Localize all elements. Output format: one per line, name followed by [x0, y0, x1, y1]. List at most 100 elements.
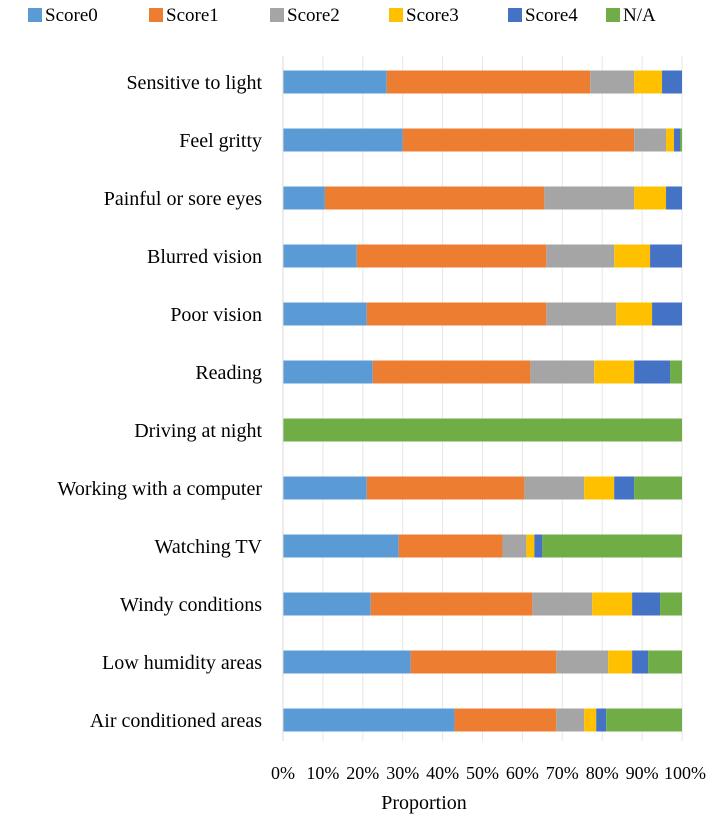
- x-tick-label: 10%: [306, 763, 339, 783]
- legend-label-score0: Score0: [45, 5, 98, 26]
- bar-segment-score2: [530, 360, 595, 384]
- legend-swatch-score1: [149, 8, 163, 22]
- category-label: Sensitive to light: [126, 72, 262, 94]
- category-labels: Sensitive to light Feel gritty Painful or …: [58, 72, 263, 732]
- bar-segment-score2: [546, 244, 615, 268]
- bar-segment-score0: [283, 592, 371, 616]
- bar-segment-score2: [532, 592, 593, 616]
- x-axis-title: Proportion: [381, 792, 467, 814]
- legend-swatch-score2: [270, 8, 284, 22]
- bar-segment-score2: [634, 128, 667, 152]
- legend-label-score1: Score1: [166, 5, 219, 26]
- bar-segment-score3: [584, 708, 597, 732]
- legend-swatch-na: [606, 8, 620, 22]
- category-label: Windy conditions: [120, 594, 262, 616]
- category-label: Blurred vision: [147, 246, 262, 268]
- x-tick-label: 50%: [466, 763, 499, 783]
- legend: Score0 Score1 Score2 Score3 Score4 N/A: [28, 5, 656, 26]
- x-tick-label: 90%: [626, 763, 659, 783]
- bar-segment-score4: [634, 360, 671, 384]
- bar-segment-na: [670, 360, 682, 384]
- x-tick-label: 60%: [506, 763, 539, 783]
- category-label: Low humidity areas: [102, 652, 262, 674]
- category-label: Watching TV: [155, 536, 263, 558]
- bar-segment-score2: [502, 534, 527, 558]
- bar-segment-score4: [674, 128, 681, 152]
- bar-segment-score4: [650, 244, 682, 268]
- bar-segment-score1: [410, 650, 557, 674]
- bar-segment-score1: [356, 244, 547, 268]
- bar-segment-score4: [632, 650, 649, 674]
- bar-segment-score1: [366, 302, 547, 326]
- bar-segment-score0: [283, 128, 403, 152]
- bar-segment-score1: [324, 186, 545, 210]
- bar-segment-score4: [662, 70, 682, 94]
- gridlines: [322, 56, 683, 741]
- bar-segment-score3: [594, 360, 635, 384]
- bar-segment-score3: [614, 244, 651, 268]
- bar-segment-score3: [634, 70, 663, 94]
- x-tick-label: 40%: [426, 763, 459, 783]
- bar-segment-score0: [283, 186, 325, 210]
- bar-segment-na: [660, 592, 682, 616]
- legend-swatch-score0: [28, 8, 42, 22]
- bar-segment-score0: [283, 650, 411, 674]
- bar-segment-score1: [370, 592, 533, 616]
- legend-swatch-score3: [389, 8, 403, 22]
- bar-segment-score3: [592, 592, 633, 616]
- bar-segment-score1: [402, 128, 635, 152]
- category-label: Poor vision: [170, 304, 262, 326]
- bar-segment-score4: [666, 186, 682, 210]
- bar-segment-na: [648, 650, 682, 674]
- bar-segment-score4: [596, 708, 607, 732]
- bar-segment-na: [283, 418, 682, 442]
- legend-label-score4: Score4: [525, 5, 578, 26]
- category-label: Painful or sore eyes: [104, 188, 263, 210]
- bar-segment-score1: [454, 708, 557, 732]
- legend-label-score2: Score2: [287, 5, 340, 26]
- category-label: Air conditioned areas: [90, 710, 262, 732]
- x-tick-label: 0%: [271, 763, 295, 783]
- bar-segment-score3: [616, 302, 653, 326]
- x-tick-label: 70%: [546, 763, 579, 783]
- bar-segment-score4: [632, 592, 661, 616]
- bar-segment-score1: [372, 360, 531, 384]
- bar-segment-score1: [386, 70, 591, 94]
- bar-segment-score2: [590, 70, 635, 94]
- bar-segment-score3: [584, 476, 615, 500]
- category-label: Working with a computer: [58, 478, 263, 500]
- bar-segment-score2: [556, 708, 585, 732]
- category-label: Driving at night: [134, 420, 262, 442]
- bar-segment-score0: [283, 534, 399, 558]
- bar-segment-score1: [398, 534, 503, 558]
- bar-segment-na: [606, 708, 682, 732]
- x-tick-label: 80%: [586, 763, 619, 783]
- bar-segment-score0: [283, 244, 357, 268]
- category-label: Feel gritty: [179, 130, 262, 152]
- x-tick-label: 20%: [346, 763, 379, 783]
- x-tick-label: 30%: [386, 763, 419, 783]
- bar-segment-score3: [666, 128, 675, 152]
- bar-segment-score0: [283, 302, 367, 326]
- bar-segment-na: [542, 534, 682, 558]
- bar-segment-score2: [524, 476, 585, 500]
- x-tick-labels: 0% 10% 20% 30% 40% 50% 60% 70% 80% 90% 100%: [271, 763, 706, 783]
- bar-segment-na: [634, 476, 682, 500]
- bar-segment-score2: [544, 186, 635, 210]
- category-label: Reading: [195, 362, 262, 384]
- bar-segment-score4: [534, 534, 543, 558]
- bar-segment-score0: [283, 360, 373, 384]
- bar-segment-score2: [556, 650, 609, 674]
- bar-segment-score4: [652, 302, 682, 326]
- bar-segment-score0: [283, 476, 367, 500]
- bar-segment-score0: [283, 70, 387, 94]
- bar-segment-score3: [526, 534, 535, 558]
- legend-label-score3: Score3: [406, 5, 459, 26]
- bar-segment-score0: [283, 708, 455, 732]
- legend-swatch-score4: [508, 8, 522, 22]
- bar-segment-score3: [634, 186, 667, 210]
- bar-segment-score2: [546, 302, 617, 326]
- bar-segment-na: [680, 128, 682, 152]
- bar-segment-score3: [608, 650, 633, 674]
